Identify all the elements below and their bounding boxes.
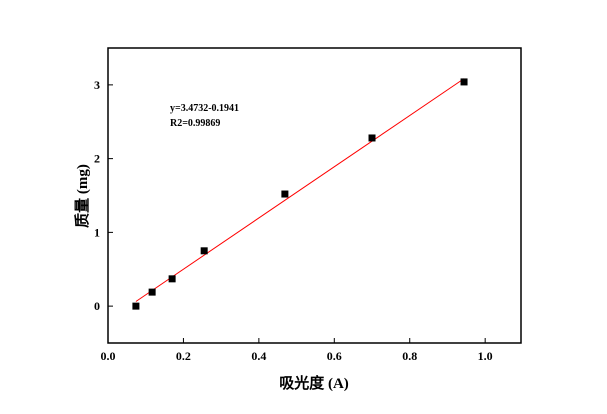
x-tick-label: 1.0 xyxy=(478,349,493,363)
x-tick-label: 0.2 xyxy=(176,349,191,363)
r2-label: R2=0.99869 xyxy=(170,118,220,129)
y-tick-label: 2 xyxy=(94,152,100,166)
data-point xyxy=(168,275,176,283)
x-tick-label: 0.6 xyxy=(327,349,342,363)
data-point xyxy=(281,190,289,198)
y-tick-label: 3 xyxy=(94,78,100,92)
data-point xyxy=(460,78,468,86)
x-tick-label: 0.8 xyxy=(402,349,417,363)
y-axis-label: 质量 (mg) xyxy=(73,164,91,228)
plot-frame xyxy=(107,47,522,344)
x-tick-label: 0.4 xyxy=(251,349,266,363)
data-point xyxy=(132,302,140,310)
y-tick-label: 1 xyxy=(94,225,100,239)
x-axis-label: 吸光度 (A) xyxy=(279,374,349,392)
data-point xyxy=(368,134,376,142)
equation-label: y=3.4732-0.1941 xyxy=(170,103,239,114)
data-point xyxy=(200,247,208,255)
y-tick-label: 0 xyxy=(94,299,100,313)
x-tick-label: 0.0 xyxy=(101,349,116,363)
data-point xyxy=(148,288,156,296)
fit-line xyxy=(135,78,465,302)
